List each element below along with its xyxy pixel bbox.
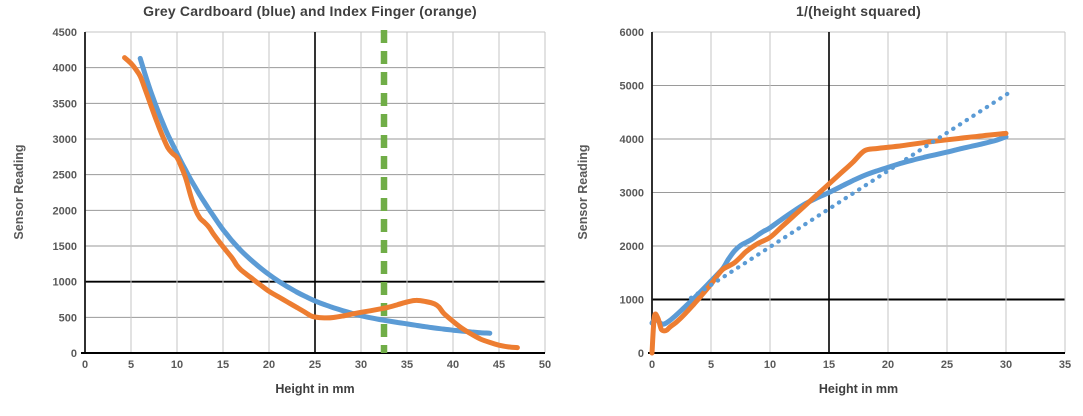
x-tick-label-25: 25 (941, 359, 953, 371)
series-line-index-finger-orange (122, 55, 520, 351)
y-tick-label-500: 500 (59, 312, 77, 324)
x-tick-label-15: 15 (217, 359, 229, 371)
x-tick-label-15: 15 (823, 359, 835, 371)
x-tick-label-50: 50 (539, 359, 551, 371)
y-tick-label-4000: 4000 (53, 63, 77, 75)
x-tick-label-25: 25 (309, 359, 321, 371)
x-tick-label-0: 0 (649, 359, 655, 371)
series-line-grey-cardboard-blue (649, 134, 1009, 327)
y-tick-label-1000: 1000 (620, 295, 644, 307)
x-tick-label-10: 10 (764, 359, 776, 371)
y-tick-label-2000: 2000 (53, 205, 77, 217)
y-tick-label-2000: 2000 (620, 241, 644, 253)
x-axis-title-left: Height in mm (275, 382, 355, 396)
line-chart-inverse-height-squared: 0 5 10 15 20 25 30 35 0 1000 2000 3000 4000 5000 6000 (620, 27, 1072, 371)
y-tick-label-4000: 4000 (620, 134, 644, 146)
x-tick-label-40: 40 (447, 359, 459, 371)
y-tick-label-4500: 4500 (53, 27, 77, 39)
y-tick-label-5000: 5000 (620, 81, 644, 93)
y-tick-label-3000: 3000 (53, 134, 77, 146)
y-tick-label-3000: 3000 (620, 188, 644, 200)
y-tick-label-1000: 1000 (53, 277, 77, 289)
x-tick-label-30: 30 (1000, 359, 1012, 371)
series-line-blue-dotted-trendline (688, 90, 1012, 300)
series-line-index-finger-orange (649, 130, 1009, 356)
x-tick-label-35: 35 (401, 359, 413, 371)
series-line-grey-cardboard-blue (137, 55, 493, 336)
x-tick-label-0: 0 (82, 359, 88, 371)
y-tick-label-6000: 6000 (620, 27, 644, 39)
x-tick-label-45: 45 (493, 359, 505, 371)
y-tick-label-1500: 1500 (53, 241, 77, 253)
y-tick-label-0: 0 (638, 348, 644, 360)
y-tick-label-2500: 2500 (53, 170, 77, 182)
x-tick-label-10: 10 (171, 359, 183, 371)
line-chart-grey-cardboard-index-finger: 0 5 10 15 20 25 30 35 40 45 5005001000150020002500… (53, 27, 552, 371)
y-tick-label-3500: 3500 (53, 98, 77, 110)
x-tick-label-20: 20 (263, 359, 275, 371)
chart-title-right: 1/(height squared) (796, 3, 921, 19)
x-tick-label-35: 35 (1059, 359, 1071, 371)
x-axis-title-right: Height in mm (818, 382, 899, 396)
chart-title-left: Grey Cardboard (blue) and Index Finger (… (143, 3, 477, 19)
x-tick-label-5: 5 (128, 359, 134, 371)
x-tick-label-5: 5 (708, 359, 714, 371)
y-tick-label-0: 0 (71, 348, 77, 360)
x-tick-label-30: 30 (355, 359, 367, 371)
x-tick-label-20: 20 (882, 359, 894, 371)
